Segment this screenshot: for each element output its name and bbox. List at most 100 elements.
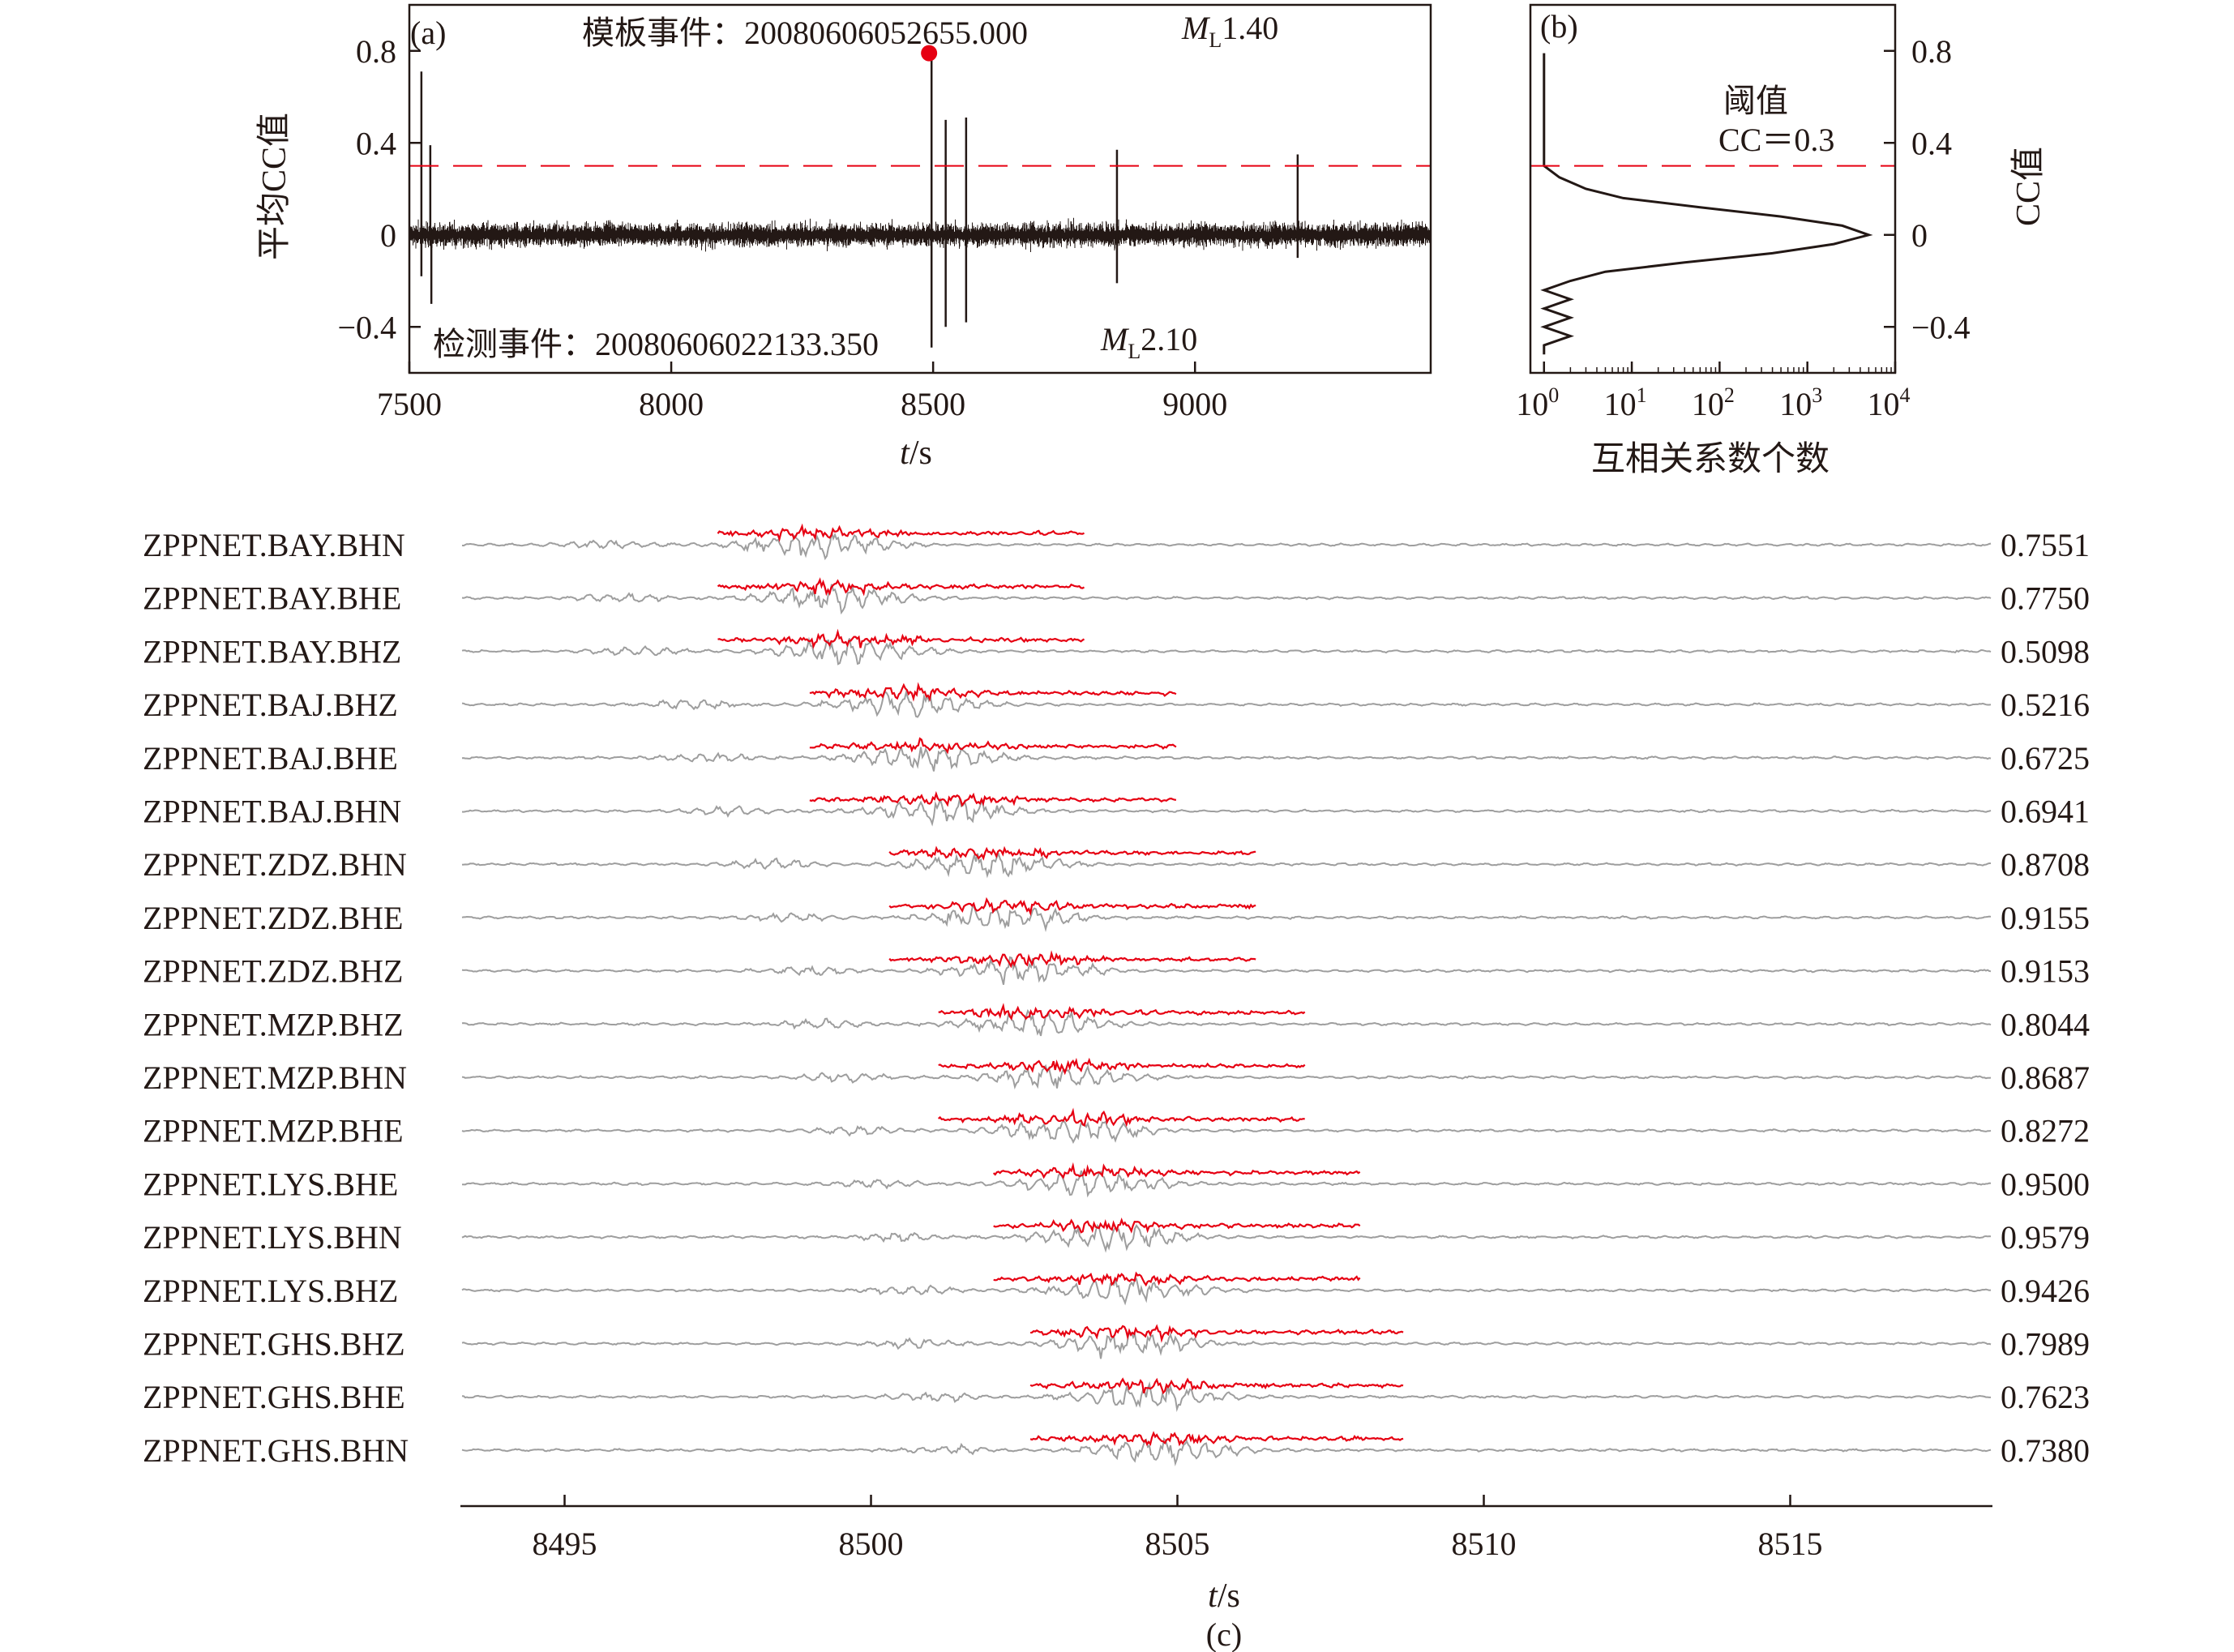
continuous-waveform [461, 904, 1992, 933]
station-trace: ZPPNET.LYS.BHE 0.9500 [143, 1162, 2090, 1202]
template-waveform [717, 577, 1085, 597]
station-trace: ZPPNET.MZP.BHN 0.8687 [143, 1057, 2090, 1096]
station-trace: ZPPNET.ZDZ.BHE 0.9155 [143, 897, 2090, 936]
station-trace: ZPPNET.BAY.BHE 0.7750 [143, 577, 2090, 617]
cc-value: 0.7551 [2001, 527, 2090, 563]
template-ml-label: ML1.40 [1181, 10, 1278, 52]
y-tick-label: 0 [1911, 217, 1928, 254]
station-trace: ZPPNET.MZP.BHE 0.8272 [143, 1107, 2090, 1149]
panel-b-frame [1529, 3, 1897, 374]
x-tick-label: 8500 [839, 1526, 904, 1562]
panel-c-tag: (c) [1206, 1616, 1242, 1652]
y-tick-label: 0.8 [356, 33, 396, 70]
station-label: ZPPNET.GHS.BHE [143, 1379, 405, 1415]
panel-a-ylabel: 平均CC值 [256, 113, 293, 260]
cc-value: 0.7380 [2001, 1432, 2090, 1469]
cc-value: 0.9579 [2001, 1219, 2090, 1256]
panel-c-xlabel: t/s [1208, 1577, 1240, 1615]
continuous-waveform [461, 956, 1992, 985]
continuous-waveform [461, 746, 1992, 772]
panel-c-x-ticks: 8495 8500 8505 8510 8515 [533, 1495, 1823, 1562]
cc-distribution-curve [1540, 53, 1873, 355]
cc-value: 0.5216 [2001, 687, 2090, 723]
panel-a-xlabel: t/s [900, 434, 932, 472]
template-waveform [993, 1271, 1361, 1287]
cc-value: 0.6941 [2001, 794, 2090, 830]
station-label: ZPPNET.BAJ.BHZ [143, 687, 398, 723]
station-trace: ZPPNET.LYS.BHZ 0.9426 [143, 1271, 2090, 1309]
station-label: ZPPNET.BAJ.BHN [143, 794, 401, 830]
template-waveform [809, 682, 1177, 702]
station-trace: ZPPNET.GHS.BHN 0.7380 [143, 1431, 2090, 1469]
x-tick-label: 101 [1604, 383, 1647, 422]
station-label: ZPPNET.ZDZ.BHZ [143, 953, 403, 990]
station-label: ZPPNET.GHS.BHZ [143, 1326, 405, 1363]
x-tick-label: 8515 [1758, 1526, 1823, 1562]
cc-value: 0.9155 [2001, 900, 2090, 936]
x-tick-label: 102 [1692, 383, 1735, 422]
panel-a: 7500 8000 8500 9000 0.8 0.4 0 −0.4 (a) 模板事件：20… [256, 3, 1432, 472]
station-trace: ZPPNET.BAJ.BHZ 0.5216 [143, 682, 2090, 723]
cc-value: 0.7623 [2001, 1379, 2090, 1415]
panel-b-tag: (b) [1540, 8, 1578, 45]
cc-noise-band [409, 217, 1430, 252]
template-waveform [888, 897, 1256, 917]
continuous-waveform [461, 1224, 1992, 1253]
detection-marker [921, 45, 938, 62]
cc-value: 0.8272 [2001, 1113, 2090, 1149]
continuous-waveform [461, 1278, 1992, 1306]
template-waveform [938, 1003, 1306, 1021]
continuous-waveform [461, 1381, 1991, 1412]
x-tick-label: 103 [1779, 383, 1822, 422]
station-label: ZPPNET.MZP.BHN [143, 1059, 407, 1096]
panel-a-y-ticks: 0.8 0.4 0 −0.4 [337, 33, 421, 345]
y-tick-label: 0.4 [356, 125, 396, 161]
template-waveform [938, 1107, 1305, 1128]
detected-event-label: 检测事件：20080606022133.350 [433, 326, 879, 362]
continuous-waveform [462, 1170, 1992, 1198]
panel-b-x-ticks: 100 101 102 103 104 [1516, 362, 1911, 422]
station-trace: ZPPNET.ZDZ.BHN 0.8708 [143, 845, 2090, 883]
panel-b: 100 101 102 103 104 0.8 0.4 0 −0.4 (b) 阈值 CC＝0.… [1516, 3, 2048, 478]
station-trace: ZPPNET.LYS.BHN 0.9579 [143, 1217, 2090, 1256]
template-waveform [1029, 1431, 1404, 1447]
panel-c: ZPPNET.BAY.BHN 0.7551 ZPPNET.BAY.BHE 0.7750… [143, 523, 2090, 1652]
continuous-waveform [461, 1119, 1992, 1145]
station-trace: ZPPNET.BAJ.BHN 0.6941 [143, 790, 2090, 830]
template-waveform [717, 628, 1085, 649]
panel-a-spikes [420, 53, 1299, 348]
y-tick-label: 0 [380, 217, 396, 254]
station-label: ZPPNET.MZP.BHZ [143, 1006, 404, 1042]
station-label: ZPPNET.BAJ.BHE [143, 740, 398, 777]
continuous-waveform [461, 688, 1992, 718]
cc-value: 0.8044 [2001, 1006, 2090, 1042]
x-tick-label: 8505 [1145, 1526, 1210, 1562]
continuous-waveform [461, 584, 1992, 615]
template-waveform [809, 737, 1177, 755]
y-tick-label: −0.4 [1911, 309, 1971, 345]
x-tick-label: 9000 [1162, 386, 1227, 422]
station-trace: ZPPNET.BAJ.BHE 0.6725 [143, 737, 2090, 777]
station-label: ZPPNET.BAY.BHN [143, 527, 405, 563]
station-label: ZPPNET.MZP.BHE [143, 1113, 404, 1149]
panel-a-frame [408, 3, 1432, 374]
template-waveform [717, 523, 1085, 542]
y-tick-label: 0.4 [1911, 125, 1952, 161]
x-tick-label: 8000 [639, 386, 704, 422]
station-label: ZPPNET.BAY.BHE [143, 580, 401, 617]
station-label: ZPPNET.GHS.BHN [143, 1432, 409, 1469]
station-label: ZPPNET.LYS.BHE [143, 1166, 398, 1202]
continuous-waveform [461, 1437, 1992, 1466]
x-tick-label: 100 [1516, 383, 1559, 422]
station-label: ZPPNET.LYS.BHZ [143, 1273, 398, 1309]
cc-value: 0.7750 [2001, 580, 2090, 617]
template-waveform [888, 950, 1256, 969]
template-waveform [938, 1057, 1306, 1076]
station-trace: ZPPNET.GHS.BHZ 0.7989 [143, 1324, 2090, 1363]
panel-b-xlabel: 互相关系数个数 [1591, 441, 1830, 478]
cc-value: 0.8708 [2001, 846, 2090, 883]
panel-a-cc-noise [409, 217, 1430, 252]
panel-c-traces: ZPPNET.BAY.BHN 0.7551 ZPPNET.BAY.BHE 0.7750… [143, 523, 2090, 1469]
threshold-label-value: CC＝0.3 [1718, 122, 1834, 158]
template-event-label: 模板事件：20080606052655.000 [582, 15, 1028, 51]
